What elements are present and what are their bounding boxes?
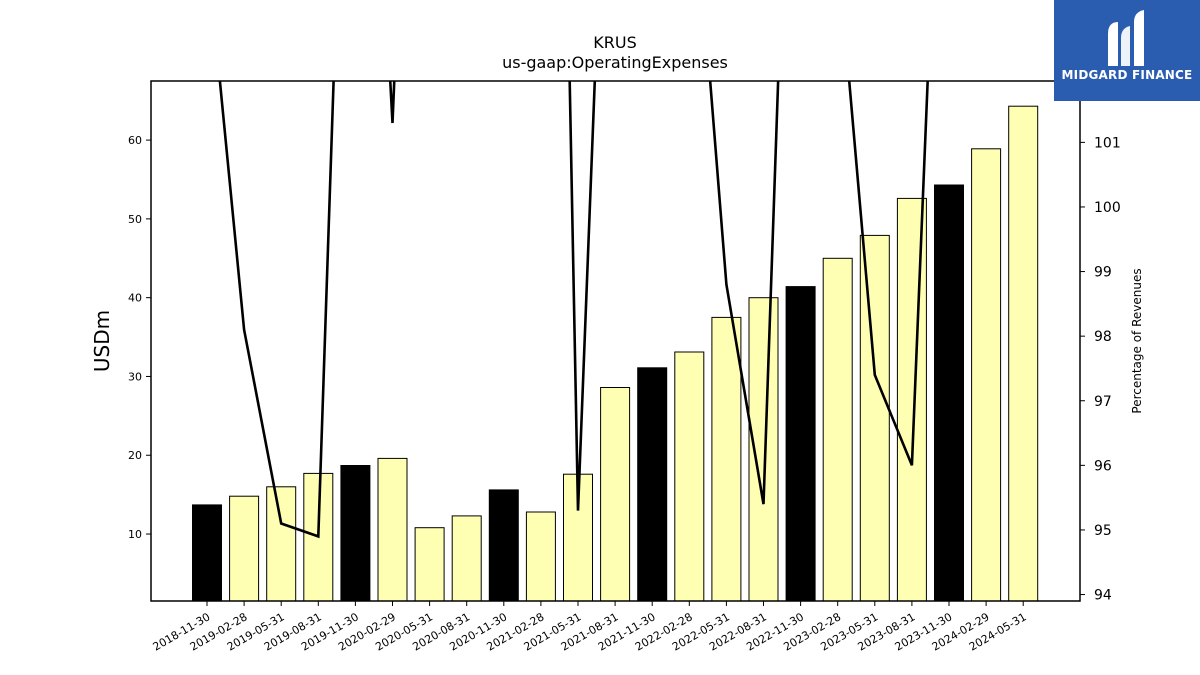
bar-2024-02-29 bbox=[971, 148, 1002, 602]
bar-2020-11-30 bbox=[488, 489, 519, 602]
y-tick-label-right: 97 bbox=[1094, 394, 1112, 410]
bar-2020-08-31 bbox=[451, 515, 482, 602]
y-tick-label-right: 98 bbox=[1094, 329, 1112, 345]
line-series bbox=[218, 81, 929, 539]
y-axis-right: 94 95 96 97 98 99 100 101 bbox=[1080, 135, 1121, 604]
y-tick-label-right: 94 bbox=[1094, 588, 1112, 604]
y-tick-label-right: 99 bbox=[1094, 265, 1112, 281]
bar-2023-02-28 bbox=[822, 257, 853, 602]
y-axis-left: 10 20 30 40 50 60 bbox=[128, 134, 151, 541]
y-tick-label-right: 96 bbox=[1094, 458, 1112, 474]
bar-2023-11-30 bbox=[934, 184, 964, 602]
y-axis-label-right: Percentage of Revenues bbox=[1130, 268, 1144, 413]
y-tick-label: 40 bbox=[128, 292, 142, 305]
bar-2019-02-28 bbox=[229, 495, 260, 602]
y-tick-label-right: 101 bbox=[1094, 135, 1121, 151]
brand-name: MIDGARD FINANCE bbox=[1061, 68, 1193, 82]
y-tick-label: 60 bbox=[128, 134, 142, 147]
bar-2021-02-28 bbox=[525, 511, 556, 602]
midgard-logo-icon bbox=[1108, 10, 1144, 66]
brand-logo: MIDGARD FINANCE bbox=[1054, 0, 1200, 101]
bar-2023-05-31 bbox=[859, 234, 890, 602]
y-tick-label: 10 bbox=[128, 528, 142, 541]
y-tick-label-right: 95 bbox=[1094, 523, 1112, 539]
chart-subtitle: us-gaap:OperatingExpenses bbox=[502, 53, 728, 72]
bar-2019-05-31 bbox=[266, 486, 297, 602]
y-axis-label: USDm bbox=[90, 310, 114, 372]
bar-2022-11-30 bbox=[785, 286, 816, 602]
bar-2022-05-31 bbox=[711, 316, 742, 602]
bar-2024-05-31 bbox=[1008, 105, 1039, 602]
bar-series bbox=[192, 105, 1039, 602]
y-tick-label: 30 bbox=[128, 370, 142, 383]
bar-2019-11-30 bbox=[340, 465, 371, 602]
bar-2020-05-31 bbox=[414, 527, 445, 602]
y-tick-label: 50 bbox=[128, 213, 142, 226]
bar-2021-11-30 bbox=[637, 367, 668, 602]
bar-2020-02-29 bbox=[377, 457, 408, 602]
bar-2021-08-31 bbox=[600, 387, 631, 602]
bar-2023-08-31 bbox=[896, 197, 927, 602]
y-tick-label: 20 bbox=[128, 449, 142, 462]
x-axis: 2018-11-302019-02-282019-05-312019-08-31… bbox=[151, 601, 1029, 654]
bar-2022-02-28 bbox=[674, 351, 705, 602]
y-tick-label-right: 100 bbox=[1094, 200, 1121, 216]
bar-2018-11-30 bbox=[192, 504, 222, 602]
percentage-line bbox=[218, 81, 929, 539]
chart-title: KRUS bbox=[593, 33, 636, 52]
